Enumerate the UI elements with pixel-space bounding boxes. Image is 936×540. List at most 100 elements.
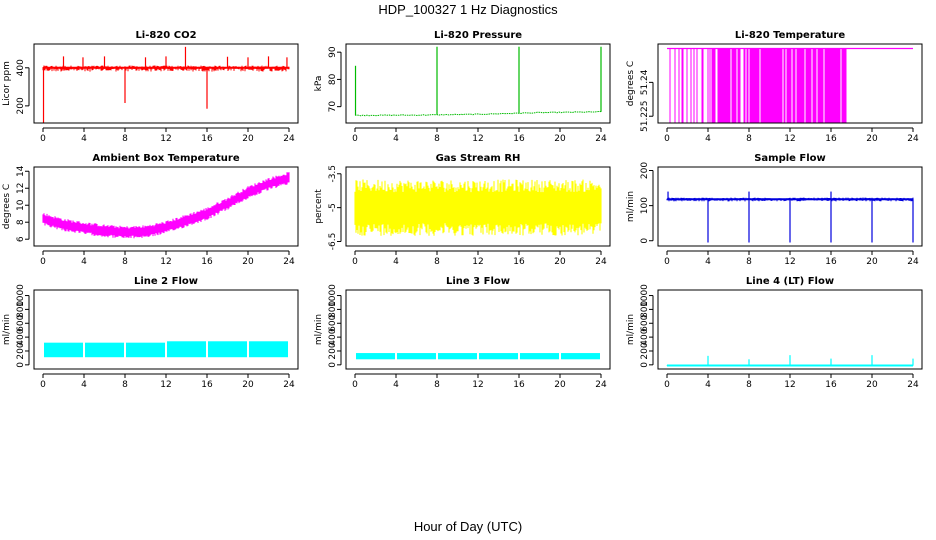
flow-block (561, 353, 600, 360)
x-tick-label: 0 (40, 134, 46, 144)
x-tick-label: 8 (434, 257, 440, 267)
flow-block (438, 353, 477, 360)
y-axis-label: ml/min (2, 314, 12, 345)
y-tick-label: 200 (640, 342, 650, 359)
y-axis: 6 8 10 12 14 degrees C (2, 165, 30, 242)
x-tick-label: 12 (160, 134, 171, 144)
y-tick-label: 100 (640, 197, 650, 214)
x-tick-label: 4 (705, 257, 711, 267)
x-tick-label: 20 (554, 257, 566, 267)
y-tick-label: 800 (328, 301, 338, 318)
x-tick-label: 12 (784, 134, 795, 144)
x-tick-label: 20 (866, 380, 878, 390)
x-tick-label: 12 (160, 380, 171, 390)
x-tick-label: 20 (242, 257, 254, 267)
panel-1: Li-820 CO2 0 4 8 12 16 20 24 200 400 Licor ppm (2, 30, 299, 144)
series-line (354, 110, 602, 117)
x-tick-label: 20 (242, 380, 254, 390)
x-tick-label: 16 (201, 380, 213, 390)
x-tick-label: 8 (434, 380, 440, 390)
x-tick-label: 8 (746, 134, 752, 144)
x-tick-label: 24 (907, 257, 919, 267)
x-axis: 0 4 8 12 16 20 24 (664, 250, 919, 267)
y-tick-label: 51.225 (640, 100, 650, 132)
x-tick-label: 12 (472, 257, 483, 267)
x-tick-label: 0 (664, 257, 670, 267)
series-6 (666, 191, 914, 243)
y-tick-label: 10 (16, 199, 26, 211)
y-axis-label: Licor ppm (2, 61, 12, 106)
series-5 (354, 179, 602, 236)
x-tick-label: 0 (352, 380, 358, 390)
x-tick-label: 24 (283, 257, 295, 267)
plot-frame (33, 43, 299, 124)
y-tick-label: -3.5 (328, 165, 338, 183)
panel-5: Gas Stream RH 0 4 8 12 16 20 24 -3.5 -5 -6.5 percen… (314, 153, 611, 267)
x-axis: 0 4 8 12 16 20 24 (352, 373, 607, 390)
flow-block (397, 353, 436, 360)
y-tick-label: 800 (16, 301, 26, 318)
y-tick-label: 0 (16, 362, 26, 368)
x-tick-label: 8 (122, 257, 128, 267)
plot-frame (33, 166, 299, 247)
y-axis: 0 100 200 ml/min (626, 162, 654, 244)
x-tick-label: 12 (472, 380, 483, 390)
x-tick-label: 20 (866, 134, 878, 144)
y-axis-label: ml/min (314, 314, 324, 345)
x-tick-label: 4 (393, 380, 399, 390)
x-tick-label: 12 (784, 380, 795, 390)
x-tick-label: 20 (242, 134, 254, 144)
y-axis-label: ml/min (626, 191, 636, 222)
series-3 (667, 47, 913, 123)
x-tick-label: 4 (393, 134, 399, 144)
x-tick-label: 24 (595, 380, 607, 390)
x-tick-label: 16 (201, 257, 213, 267)
x-tick-label: 16 (513, 257, 525, 267)
y-axis: -3.5 -5 -6.5 percent (314, 165, 342, 250)
x-tick-label: 0 (664, 380, 670, 390)
plot-frame (345, 166, 611, 247)
x-axis: 0 4 8 12 16 20 24 (40, 127, 295, 144)
x-tick-label: 24 (907, 134, 919, 144)
y-tick-label: 1000 (640, 284, 650, 307)
x-tick-label: 4 (705, 380, 711, 390)
y-tick-label: 0 (640, 238, 650, 244)
y-tick-label: 90 (328, 46, 338, 58)
flow-block (249, 341, 288, 358)
x-tick-label: 20 (554, 380, 566, 390)
y-tick-label: 1000 (16, 284, 26, 307)
panel-title: Sample Flow (754, 153, 826, 164)
flow-block (85, 342, 124, 358)
plot-frame (33, 289, 299, 370)
panel-title: Ambient Box Temperature (92, 153, 239, 164)
flow-block (479, 353, 518, 360)
x-axis: 0 4 8 12 16 20 24 (664, 373, 919, 390)
plot-frame (657, 43, 923, 124)
y-axis: 200 400 Licor ppm (2, 59, 30, 114)
x-tick-label: 0 (352, 257, 358, 267)
x-tick-label: 8 (434, 134, 440, 144)
y-tick-label: 600 (16, 314, 26, 331)
x-tick-label: 0 (664, 134, 670, 144)
x-tick-label: 16 (513, 134, 525, 144)
y-axis-label: degrees C (626, 61, 636, 106)
series-7 (44, 341, 288, 358)
series-9 (666, 355, 914, 367)
series-switching (669, 48, 847, 123)
series-4 (42, 172, 290, 239)
panel-title: Li-820 Temperature (735, 30, 845, 41)
y-tick-label: 70 (328, 101, 338, 113)
x-tick-label: 4 (393, 257, 399, 267)
panel-3: Li-820 Temperature 0 4 8 12 16 20 24 51.225 51.24… (626, 30, 923, 144)
series-2 (354, 46, 602, 117)
x-tick-label: 16 (513, 380, 525, 390)
x-tick-label: 24 (283, 134, 295, 144)
y-tick-label: 800 (640, 301, 650, 318)
y-tick-label: 400 (16, 59, 26, 76)
y-axis-label: degrees C (2, 184, 12, 229)
